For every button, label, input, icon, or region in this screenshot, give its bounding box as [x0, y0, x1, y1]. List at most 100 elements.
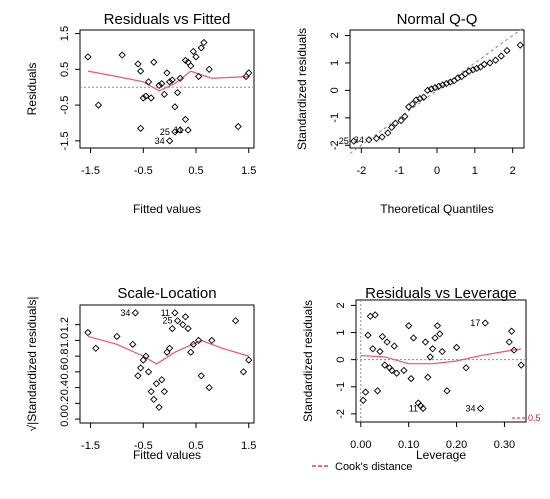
data-point: [376, 347, 384, 356]
x-tick-label: 0.30: [494, 439, 515, 451]
data-point: [160, 90, 169, 98]
y-tick-label: -1: [335, 382, 347, 392]
data-point: [412, 96, 420, 104]
x-tick-label: -1.5: [81, 440, 100, 452]
chart-title: Scale-Location: [117, 285, 216, 302]
x-tick-label: 2: [510, 165, 516, 177]
data-point: [245, 356, 253, 364]
data-point: [436, 330, 444, 338]
data-point: [184, 324, 192, 333]
x-tick-label: 0: [434, 165, 440, 177]
data-point: [176, 74, 184, 82]
point-label: 25: [160, 127, 170, 137]
y-tick-label: 0.4: [59, 380, 71, 395]
data-point: [194, 336, 203, 345]
x-axis-label: Fitted values: [133, 202, 201, 216]
chart-title: Normal Q-Q: [397, 11, 478, 28]
data-point: [150, 58, 158, 66]
y-tick-label: -2: [329, 140, 341, 150]
data-point: [155, 81, 163, 90]
data-point: [446, 78, 454, 86]
point-label: 25: [163, 316, 173, 326]
y-axis-label: Residuals: [25, 63, 39, 116]
data-point: [486, 59, 494, 67]
data-point: [416, 94, 424, 103]
y-tick-label: -0.5: [59, 96, 71, 115]
data-point: [84, 53, 92, 61]
y-tick-label: -1: [329, 113, 341, 123]
plot-frame: [79, 304, 255, 424]
legend-label: Cook's distance: [335, 461, 412, 473]
data-point: [359, 396, 367, 404]
x-tick-label: -1.5: [81, 165, 100, 177]
x-tick-label: 0.10: [398, 439, 419, 451]
data-point: [407, 374, 415, 383]
data-point: [200, 38, 208, 47]
data-point: [144, 78, 153, 86]
x-tick-label: -0.5: [134, 440, 153, 452]
data-point: [372, 134, 381, 143]
data-point: [187, 348, 195, 356]
data-point: [431, 334, 439, 342]
data-point: [517, 361, 525, 369]
point-label: 11: [409, 403, 418, 413]
panel-1: Residuals vs Fitted -1.5 -0.5 0.5 1.5 -1.5 -0.…: [25, 11, 256, 216]
data-point: [400, 366, 408, 375]
x-tick-label: -1: [394, 165, 404, 177]
point-label: 17: [470, 318, 480, 328]
data-point: [173, 88, 182, 97]
data-point: [118, 51, 126, 59]
y-tick-label: 1: [335, 329, 347, 335]
data-point: [234, 122, 242, 131]
data-point: [378, 332, 386, 341]
cooks-contour-label: 0.5: [528, 413, 541, 423]
data-point: [168, 324, 176, 333]
data-point: [378, 133, 386, 141]
data-point: [404, 103, 413, 111]
plot-frame: [355, 299, 527, 423]
data-point: [421, 338, 430, 346]
chart-title: Residuals vs Fitted: [104, 11, 231, 28]
data-point: [192, 53, 200, 61]
data-point: [381, 361, 389, 369]
data-point: [197, 44, 205, 52]
data-point: [465, 67, 473, 75]
data-point: [194, 72, 203, 81]
data-point: [189, 340, 198, 348]
data-point: [168, 76, 176, 84]
data-point: [408, 100, 417, 108]
data-point: [84, 328, 92, 337]
data-point: [481, 319, 489, 327]
y-tick-label: 0: [335, 357, 347, 363]
data-point: [136, 67, 145, 75]
data-point: [129, 340, 137, 348]
data-point: [239, 368, 248, 376]
data-point: [388, 366, 396, 375]
data-point: [142, 92, 150, 100]
data-point: [390, 342, 398, 350]
data-point: [497, 52, 505, 60]
x-tick-label: 1: [472, 165, 478, 177]
y-tick-label: 1.5: [59, 26, 71, 41]
data-point: [469, 66, 477, 74]
data-point: [189, 47, 198, 56]
x-axis-label: Leverage: [416, 448, 466, 462]
data-point: [113, 332, 121, 341]
data-point: [480, 60, 488, 68]
x-tick-label: 0.5: [188, 440, 203, 452]
data-point: [387, 123, 396, 132]
data-point: [165, 78, 174, 86]
panel-2: Normal Q-Q -2 -1 0 1 2 -2 -1 0 1 2 Theoretical Quan…: [295, 11, 525, 216]
data-point: [365, 136, 373, 144]
y-tick-label: 0.5: [59, 62, 71, 77]
data-point: [92, 344, 100, 352]
data-point: [439, 81, 447, 89]
point-label: 25: [339, 136, 349, 146]
data-point: [454, 74, 462, 82]
x-tick-label: 1.5: [241, 165, 256, 177]
panel-3: Scale-Location -1.5 -0.5 0.5 1.5 0.00.20.40.6…: [25, 285, 256, 462]
data-point: [419, 404, 427, 413]
y-tick-label: 0: [329, 87, 341, 93]
data-point: [476, 404, 485, 413]
data-point: [197, 372, 205, 380]
